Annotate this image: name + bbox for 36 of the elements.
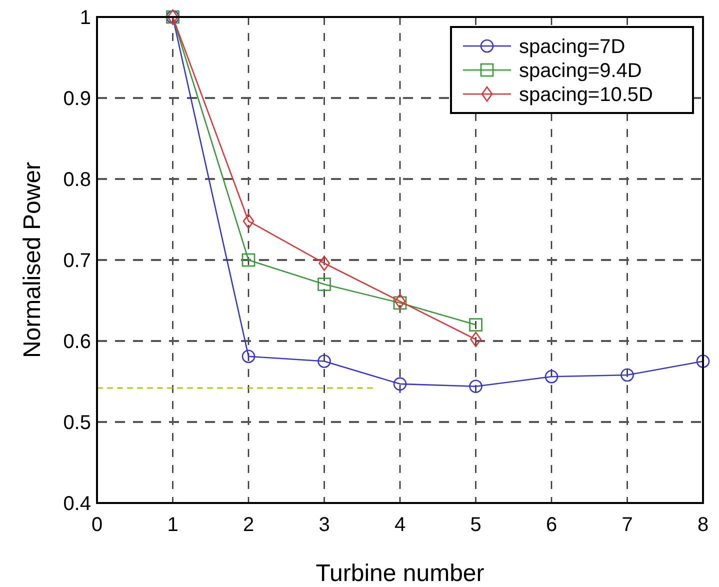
- legend-label: spacing=10.5D: [519, 84, 653, 106]
- y-tick-label: 0.7: [63, 250, 91, 272]
- point: [242, 350, 256, 364]
- point: [393, 296, 407, 310]
- point: [242, 213, 254, 229]
- x-tick-label: 3: [318, 514, 330, 536]
- x-tick-label: 8: [697, 514, 709, 536]
- point: [242, 253, 256, 267]
- y-tick-label: 0.9: [63, 88, 91, 110]
- point: [470, 332, 482, 348]
- x-tick-label: 1: [167, 514, 178, 536]
- x-tick-label: 6: [546, 514, 558, 536]
- point: [394, 294, 406, 309]
- y-tick-label: 0.8: [63, 169, 91, 191]
- y-tick-label: 0.5: [63, 412, 91, 434]
- x-tick-label: 7: [622, 514, 633, 536]
- y-axis-title: Normalised Power: [19, 162, 46, 358]
- x-axis-title: Turbine number: [316, 560, 484, 587]
- point: [620, 368, 634, 382]
- x-tick-label: 4: [394, 514, 406, 536]
- point: [469, 380, 482, 394]
- point: [469, 318, 482, 332]
- x-tick-label: 0: [91, 514, 103, 536]
- point: [544, 370, 558, 384]
- point: [318, 256, 330, 271]
- legend-label: spacing=7D: [519, 36, 626, 58]
- y-tick-label: 0.6: [63, 331, 91, 353]
- y-tick-label: 1: [80, 7, 91, 29]
- x-tick-label: 2: [242, 514, 254, 536]
- point: [318, 354, 331, 368]
- y-tick-label: 0.4: [63, 493, 91, 515]
- point: [318, 278, 331, 291]
- point: [696, 354, 710, 368]
- legend-label: spacing=9.4D: [519, 60, 642, 82]
- point: [393, 377, 407, 391]
- x-tick-label: 5: [470, 514, 482, 536]
